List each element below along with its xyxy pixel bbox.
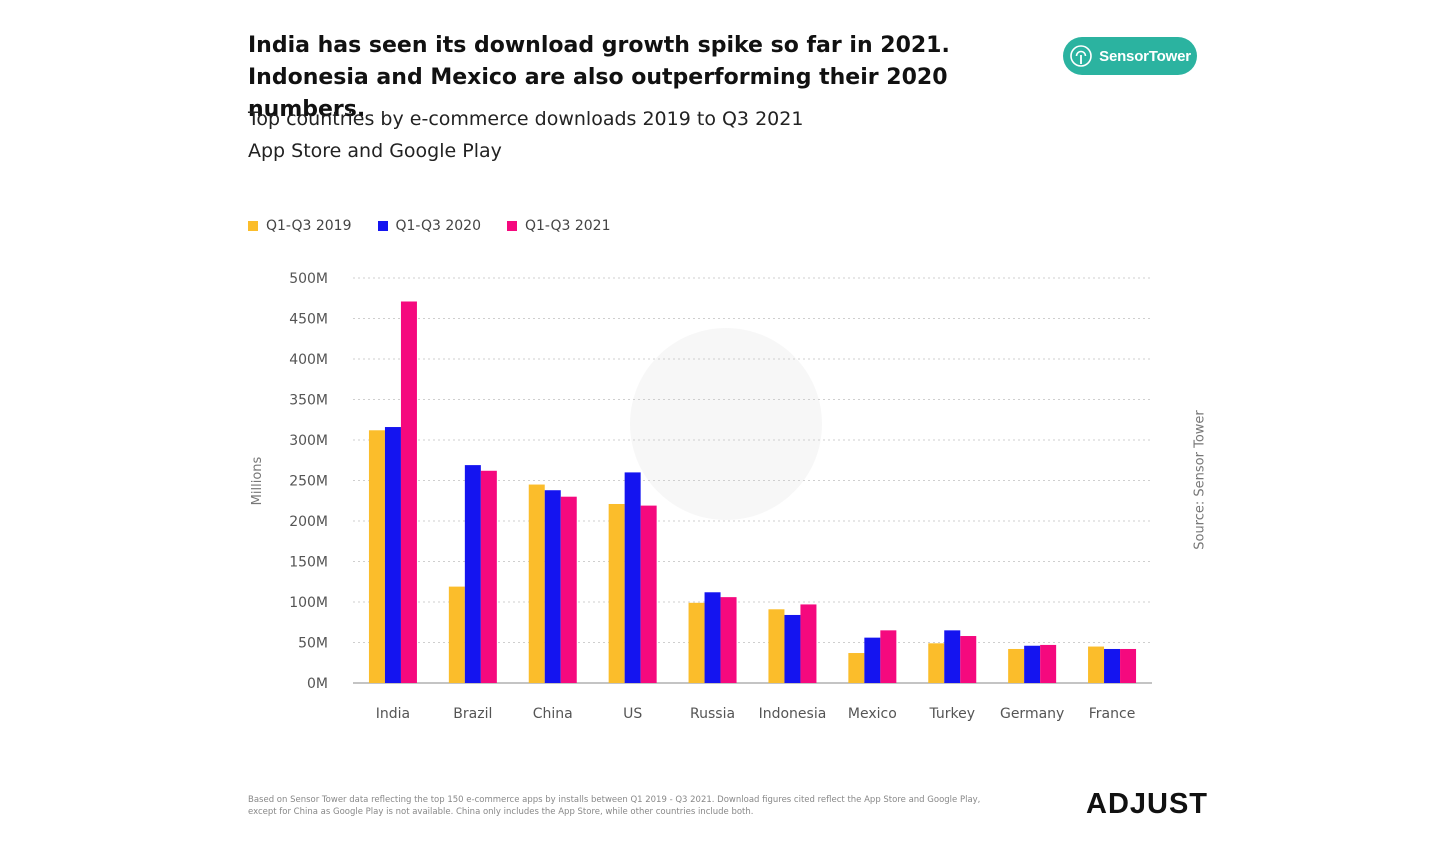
legend-label: Q1-Q3 2020 [395,218,482,234]
y-tick-label: 350M [289,393,328,409]
footnote: Based on Sensor Tower data reflecting th… [248,794,1048,818]
y-tick-label: 100M [289,595,328,611]
bar-q1-q3-2019 [1008,648,1025,683]
chart-legend: Q1-Q3 2019 Q1-Q3 2020 Q1-Q3 2021 [248,218,611,234]
bar-q1-q3-2020 [624,472,641,683]
y-tick-label: 300M [289,433,328,449]
source-label: Source: Sensor Tower [1192,410,1208,550]
bar-q1-q3-2021 [560,496,577,683]
bar-q1-q3-2021 [720,597,737,683]
bar-q1-q3-2021 [480,470,497,683]
legend-swatch [377,221,388,231]
watermark-circle [630,328,822,520]
x-tick-label: Turkey [928,706,975,722]
y-axis-label: Millions [250,456,265,505]
bar-q1-q3-2020 [464,465,481,683]
bar-q1-q3-2020 [944,630,961,683]
legend-swatch [507,221,517,231]
y-tick-label: 450M [289,312,328,328]
bar-q1-q3-2019 [608,503,625,683]
x-tick-label: Germany [1000,706,1064,722]
legend-swatch [248,221,258,231]
legend-label: Q1-Q3 2019 [266,218,352,234]
footnote-line: Based on Sensor Tower data reflecting th… [248,795,981,805]
bar-q1-q3-2019 [688,602,705,683]
bar-q1-q3-2019 [848,653,865,683]
y-tick-label: 50M [298,636,328,652]
bar-q1-q3-2021 [880,630,897,683]
bar-q1-q3-2020 [1104,648,1121,683]
bar-q1-q3-2020 [384,427,401,683]
x-tick-label: France [1089,706,1136,722]
bar-q1-q3-2021 [1120,648,1137,683]
legend-item: Q1-Q3 2019 [248,218,352,234]
x-tick-label: US [623,706,642,722]
x-tick-label: Mexico [848,706,897,722]
bar-q1-q3-2021 [1040,644,1057,683]
x-tick-label: China [533,706,573,722]
bar-q1-q3-2020 [1024,645,1041,683]
bar-q1-q3-2020 [704,592,721,683]
bar-q1-q3-2019 [368,430,385,683]
footnote-line: except for China as Google Play is not a… [248,807,754,817]
bar-q1-q3-2019 [1088,646,1105,683]
y-tick-label: 250M [289,474,328,490]
adjust-logo: ADJUST [1086,788,1209,820]
bar-q1-q3-2020 [864,637,881,683]
bar-q1-q3-2021 [400,301,417,683]
sensortower-label: SensorTower [1099,47,1191,65]
sensortower-icon [1070,45,1092,67]
x-tick-label: Indonesia [759,706,827,722]
x-tick-label: India [376,706,410,722]
bar-q1-q3-2020 [544,490,561,683]
bar-q1-q3-2021 [640,505,657,683]
y-tick-label: 0M [307,676,328,692]
chart-subtitle: Top countries by e-commerce downloads 20… [248,108,804,130]
legend-item: Q1-Q3 2021 [507,218,611,234]
bar-q1-q3-2021 [960,636,977,683]
x-tick-label: Brazil [453,706,492,722]
x-tick-label: Russia [690,706,735,722]
chart-title: India has seen its download growth spike… [248,33,950,122]
y-tick-label: 150M [289,555,328,571]
bar-q1-q3-2020 [784,614,801,683]
y-tick-label: 400M [289,352,328,368]
bar-q1-q3-2019 [528,484,545,683]
legend-label: Q1-Q3 2021 [525,218,611,234]
sensortower-logo: SensorTower [1063,37,1197,75]
bar-q1-q3-2019 [768,609,785,683]
y-tick-label: 200M [289,514,328,530]
bar-q1-q3-2019 [448,586,465,683]
bar-q1-q3-2021 [800,604,817,683]
y-tick-label: 500M [289,271,328,287]
bar-q1-q3-2019 [928,643,945,683]
legend-item: Q1-Q3 2020 [377,218,482,234]
chart-subtitle-platforms: App Store and Google Play [248,140,502,162]
